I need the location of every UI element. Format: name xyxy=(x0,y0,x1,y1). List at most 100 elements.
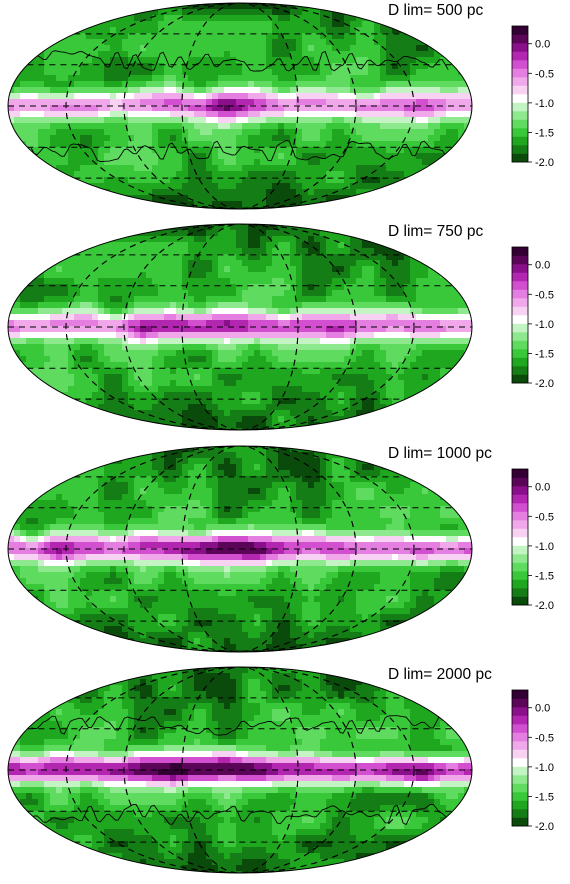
density-cell xyxy=(386,266,393,273)
density-cell xyxy=(290,129,297,136)
density-cell xyxy=(164,470,171,477)
density-cell xyxy=(206,416,213,423)
density-cell xyxy=(356,338,363,345)
density-cell xyxy=(302,69,309,76)
density-cell xyxy=(206,93,213,100)
density-cell xyxy=(392,171,399,178)
density-cell xyxy=(176,171,183,178)
density-cell xyxy=(128,350,135,357)
density-cell xyxy=(302,368,309,375)
density-cell xyxy=(362,314,369,321)
density-cell xyxy=(266,183,273,190)
density-cell xyxy=(326,9,333,16)
density-cell xyxy=(242,242,249,249)
density-cell xyxy=(362,99,369,106)
density-cell xyxy=(248,404,255,411)
density-cell xyxy=(176,111,183,118)
density-cell xyxy=(50,93,57,100)
density-cell xyxy=(344,75,351,82)
density-cell xyxy=(38,296,45,303)
density-cell xyxy=(380,45,387,52)
density-cell xyxy=(236,404,243,411)
density-cell xyxy=(410,368,417,375)
density-cell xyxy=(80,392,87,399)
density-cell xyxy=(98,117,105,124)
density-cell xyxy=(284,15,291,22)
density-cell xyxy=(50,362,57,369)
density-cell xyxy=(128,482,135,489)
density-cell xyxy=(344,45,351,52)
density-cell xyxy=(266,57,273,64)
density-cell xyxy=(236,452,243,459)
density-cell xyxy=(284,494,291,501)
density-cell xyxy=(116,81,123,88)
density-cell xyxy=(164,380,171,387)
density-cell xyxy=(266,458,273,465)
density-cell xyxy=(320,296,327,303)
density-cell xyxy=(260,308,267,315)
colorbar: 0.0-0.5-1.0-1.5-2.0 xyxy=(512,247,554,390)
density-cell xyxy=(50,332,57,339)
density-cell xyxy=(38,302,45,309)
density-cell xyxy=(188,183,195,190)
density-cell xyxy=(74,123,81,130)
density-cell xyxy=(386,87,393,94)
density-cell xyxy=(362,308,369,315)
density-cell xyxy=(104,123,111,130)
density-cell xyxy=(146,230,153,237)
density-cell xyxy=(230,464,237,471)
density-cell xyxy=(392,296,399,303)
density-cell xyxy=(224,494,231,501)
density-cell xyxy=(242,332,249,339)
colorbar-segment xyxy=(512,94,528,103)
density-cell xyxy=(290,404,297,411)
density-cell xyxy=(326,272,333,279)
density-cell xyxy=(86,374,93,381)
density-cell xyxy=(38,344,45,351)
density-cell xyxy=(356,296,363,303)
density-cell xyxy=(92,356,99,363)
density-cell xyxy=(242,392,249,399)
density-cell xyxy=(272,356,279,363)
density-cell xyxy=(464,99,471,106)
density-cell xyxy=(164,75,171,82)
density-cell xyxy=(122,159,129,166)
density-cell xyxy=(374,470,381,477)
density-cell xyxy=(44,494,51,501)
density-cell xyxy=(326,362,333,369)
density-cell xyxy=(182,314,189,321)
density-cell xyxy=(380,99,387,106)
density-cell xyxy=(380,500,387,507)
density-cell xyxy=(170,75,177,82)
density-cell xyxy=(158,356,165,363)
density-cell xyxy=(80,129,87,136)
density-cell xyxy=(80,272,87,279)
density-cell xyxy=(86,290,93,297)
density-cell xyxy=(230,368,237,375)
density-cell xyxy=(206,195,213,202)
density-cell xyxy=(128,338,135,345)
density-cell xyxy=(416,75,423,82)
density-cell xyxy=(182,380,189,387)
density-cell xyxy=(374,296,381,303)
density-cell xyxy=(428,93,435,100)
density-cell xyxy=(314,81,321,88)
density-cell xyxy=(104,260,111,267)
density-cell xyxy=(152,278,159,285)
density-cell xyxy=(344,494,351,501)
density-cell xyxy=(302,482,309,489)
density-cell xyxy=(440,123,447,130)
density-cell xyxy=(290,452,297,459)
density-cell xyxy=(104,338,111,345)
density-cell xyxy=(158,135,165,142)
density-cell xyxy=(242,308,249,315)
density-cell xyxy=(338,314,345,321)
density-cell xyxy=(386,320,393,327)
density-cell xyxy=(326,350,333,357)
density-cell xyxy=(404,368,411,375)
density-cell xyxy=(398,117,405,124)
density-cell xyxy=(380,111,387,118)
density-cell xyxy=(302,171,309,178)
density-cell xyxy=(260,380,267,387)
density-cell xyxy=(176,422,183,429)
